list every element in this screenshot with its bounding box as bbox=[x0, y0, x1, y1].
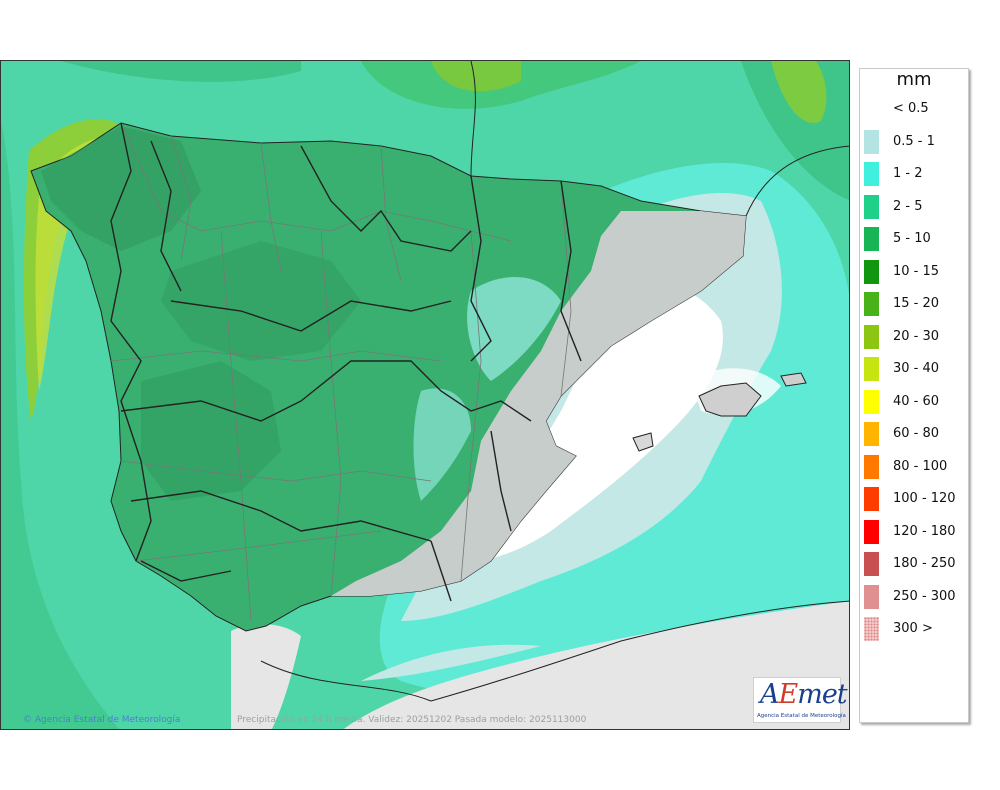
legend-swatch bbox=[864, 552, 879, 576]
copyright-icon: © bbox=[23, 715, 32, 725]
legend-item: 40 - 60 bbox=[864, 389, 968, 414]
legend-label: 20 - 30 bbox=[893, 328, 940, 344]
validity-text: Precipitación en 24 h media. Validez: 20… bbox=[237, 715, 587, 725]
legend-swatch bbox=[864, 129, 879, 154]
legend-label: 40 - 60 bbox=[893, 393, 940, 409]
gulf-lion-core bbox=[771, 61, 827, 123]
legend-label: 0.5 - 1 bbox=[893, 133, 935, 149]
africa-coast bbox=[260, 600, 849, 702]
legend-item: 0.5 - 1 bbox=[864, 129, 968, 154]
legend-item: 250 - 300 bbox=[864, 584, 968, 609]
legend-item: 2 - 5 bbox=[864, 194, 968, 219]
legend-label: 120 - 180 bbox=[893, 523, 956, 539]
legend-label: 1 - 2 bbox=[893, 166, 923, 181]
precipitation-legend: mm < 0.5 0.5 - 1 1 - 2 2 - 5 5 - 10 10 - 15 15… bbox=[859, 68, 969, 723]
legend-item: 300 > bbox=[864, 617, 968, 641]
legend-item: 60 - 80 bbox=[864, 422, 968, 446]
legend-swatch bbox=[864, 487, 879, 511]
legend-swatch bbox=[864, 162, 879, 186]
legend-item: 10 - 15 bbox=[864, 259, 968, 284]
legend-label: 100 - 120 bbox=[893, 491, 956, 506]
north-sea-band bbox=[61, 61, 301, 82]
biscay-core bbox=[431, 61, 521, 92]
ibiza bbox=[632, 432, 654, 452]
portugal-border bbox=[110, 122, 152, 562]
credit-label: Agencia Estatal de Meteorología bbox=[34, 715, 181, 725]
galicia-dark bbox=[41, 126, 201, 251]
legend-swatch bbox=[864, 454, 879, 479]
legend-item: 5 - 10 bbox=[864, 227, 968, 251]
legend-swatch bbox=[864, 194, 879, 219]
legend-label: 60 - 80 bbox=[893, 426, 940, 441]
legend-label: 30 - 40 bbox=[893, 361, 940, 376]
aemet-logo: AEmet Agencia Estatal de Meteorología bbox=[753, 677, 848, 723]
legend-swatch bbox=[864, 259, 879, 284]
legend-label: 250 - 300 bbox=[893, 588, 956, 604]
legend-swatch bbox=[864, 584, 879, 609]
legend-item: 20 - 30 bbox=[864, 324, 968, 349]
legend-swatch bbox=[864, 389, 879, 414]
legend-swatch bbox=[864, 357, 879, 381]
legend-label: < 0.5 bbox=[893, 101, 929, 116]
alboran-light bbox=[361, 644, 541, 681]
morocco-grey bbox=[231, 624, 301, 729]
legend-label: 5 - 10 bbox=[893, 231, 931, 246]
legend-item: 100 - 120 bbox=[864, 487, 968, 511]
legend-swatch bbox=[864, 617, 879, 641]
central-cyan bbox=[413, 388, 471, 501]
eastern-dry-relief bbox=[331, 211, 746, 596]
legend-label: 180 - 250 bbox=[893, 556, 956, 571]
credit-text: © Agencia Estatal de Meteorología bbox=[23, 715, 180, 725]
legend-label: 15 - 20 bbox=[893, 296, 940, 311]
province-boundaries bbox=[110, 122, 572, 622]
legend-item: 120 - 180 bbox=[864, 519, 968, 544]
legend-swatch bbox=[864, 422, 879, 446]
atlantic-band bbox=[1, 121, 120, 729]
aragon-cyan bbox=[467, 277, 561, 381]
france-south-coast bbox=[745, 145, 849, 217]
mallorca bbox=[698, 382, 762, 417]
legend-swatch bbox=[864, 292, 879, 316]
menorca bbox=[780, 372, 807, 387]
legend-swatch bbox=[864, 227, 879, 251]
france-coast bbox=[470, 61, 476, 177]
legend-item: 80 - 100 bbox=[864, 454, 968, 479]
legend-swatch bbox=[864, 97, 879, 121]
aemet-logo-subtitle: Agencia Estatal de Meteorología bbox=[757, 713, 846, 719]
legend-label: 300 > bbox=[893, 621, 933, 636]
aemet-logo-word: AEmet bbox=[760, 679, 848, 710]
legend-label: 2 - 5 bbox=[893, 198, 923, 214]
castile-dark bbox=[161, 241, 361, 361]
legend-item: < 0.5 bbox=[864, 97, 968, 121]
precipitation-map: © Agencia Estatal de Meteorología Precip… bbox=[0, 60, 850, 730]
extremadura-dark bbox=[141, 361, 281, 501]
legend-swatch bbox=[864, 324, 879, 349]
legend-label: 80 - 100 bbox=[893, 458, 948, 474]
region-boundaries bbox=[120, 140, 582, 602]
legend-unit: mm bbox=[896, 69, 932, 90]
legend-swatch bbox=[864, 519, 879, 544]
north-africa bbox=[343, 601, 849, 729]
precipitation-map-canvas bbox=[1, 61, 849, 729]
legend-item: 30 - 40 bbox=[864, 357, 968, 381]
legend-label: 10 - 15 bbox=[893, 263, 940, 279]
legend-item: 1 - 2 bbox=[864, 162, 968, 186]
legend-item: 15 - 20 bbox=[864, 292, 968, 316]
legend-item: 180 - 250 bbox=[864, 552, 968, 576]
